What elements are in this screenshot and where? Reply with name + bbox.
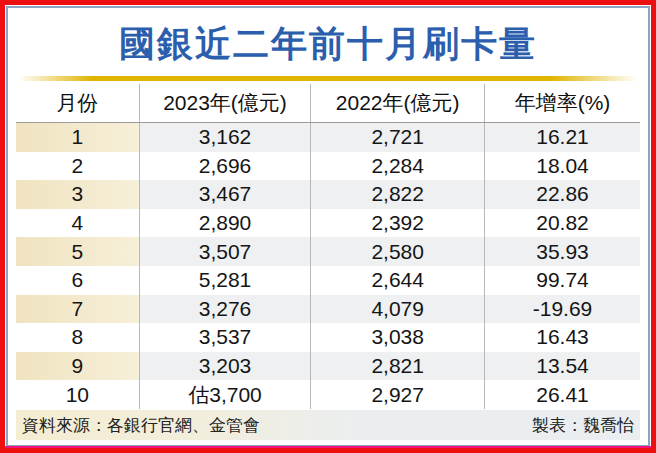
value-2023-cell: 3,203 xyxy=(139,352,311,381)
table-header-row: 月份 2023年(億元) 2022年(億元) 年增率(%) xyxy=(16,84,640,123)
month-cell: 2 xyxy=(16,152,139,181)
column-header-2023: 2023年(億元) xyxy=(139,84,311,122)
yoy-cell: 20.82 xyxy=(484,209,640,238)
infographic-card: 國銀近二年前十月刷卡量 月份 2023年(億元) 2022年(億元) 年增率(%… xyxy=(0,0,656,453)
value-2022-cell: 2,580 xyxy=(310,237,484,266)
month-cell: 10 xyxy=(16,380,139,409)
gold-divider xyxy=(18,76,638,81)
table-row: 6 5,281 2,644 99.74 xyxy=(16,266,640,295)
table-row: 10 估3,700 2,927 26.41 xyxy=(16,380,640,409)
table-row: 2 2,696 2,284 18.04 xyxy=(16,152,640,181)
value-2022-cell: 4,079 xyxy=(310,295,484,324)
value-2022-cell: 2,284 xyxy=(310,152,484,181)
yoy-cell: 99.74 xyxy=(484,266,640,295)
value-2023-cell: 5,281 xyxy=(139,266,311,295)
column-header-yoy: 年增率(%) xyxy=(484,84,640,122)
table-row: 9 3,203 2,821 13.54 xyxy=(16,352,640,381)
value-2022-cell: 3,038 xyxy=(310,323,484,352)
value-2023-cell: 2,890 xyxy=(139,209,311,238)
value-2023-cell: 3,276 xyxy=(139,295,311,324)
table-row: 3 3,467 2,822 22.86 xyxy=(16,180,640,209)
month-cell: 1 xyxy=(16,123,139,152)
value-2023-cell: 3,467 xyxy=(139,180,311,209)
yoy-cell: 22.86 xyxy=(484,180,640,209)
value-2023-cell: 3,507 xyxy=(139,237,311,266)
yoy-cell: 16.43 xyxy=(484,323,640,352)
footer-bar: 資料來源：各銀行官網、金管會 製表：魏喬怡 xyxy=(16,410,640,440)
page-title: 國銀近二年前十月刷卡量 xyxy=(16,18,640,70)
value-2022-cell: 2,721 xyxy=(310,123,484,152)
bottom-edge-line xyxy=(5,446,651,448)
value-2023-cell: 3,537 xyxy=(139,323,311,352)
table-row: 5 3,507 2,580 35.93 xyxy=(16,237,640,266)
table-row: 4 2,890 2,392 20.82 xyxy=(16,209,640,238)
table-row: 7 3,276 4,079 -19.69 xyxy=(16,295,640,324)
value-2023-cell: 估3,700 xyxy=(139,380,311,409)
data-table: 月份 2023年(億元) 2022年(億元) 年增率(%) 1 3,162 2,… xyxy=(16,84,640,409)
value-2022-cell: 2,927 xyxy=(310,380,484,409)
month-cell: 3 xyxy=(16,180,139,209)
column-header-month: 月份 xyxy=(16,84,139,122)
value-2022-cell: 2,392 xyxy=(310,209,484,238)
yoy-cell: 13.54 xyxy=(484,352,640,381)
yoy-cell: 26.41 xyxy=(484,380,640,409)
table-row: 8 3,537 3,038 16.43 xyxy=(16,323,640,352)
month-cell: 9 xyxy=(16,352,139,381)
card-content: 國銀近二年前十月刷卡量 月份 2023年(億元) 2022年(億元) 年增率(%… xyxy=(6,6,650,447)
month-cell: 7 xyxy=(16,295,139,324)
value-2023-cell: 3,162 xyxy=(139,123,311,152)
value-2022-cell: 2,644 xyxy=(310,266,484,295)
credit-note: 製表：魏喬怡 xyxy=(532,414,634,437)
month-cell: 8 xyxy=(16,323,139,352)
value-2022-cell: 2,821 xyxy=(310,352,484,381)
value-2023-cell: 2,696 xyxy=(139,152,311,181)
yoy-cell: 35.93 xyxy=(484,237,640,266)
month-cell: 6 xyxy=(16,266,139,295)
yoy-cell: 16.21 xyxy=(484,123,640,152)
source-note: 資料來源：各銀行官網、金管會 xyxy=(22,414,260,437)
table-body: 1 3,162 2,721 16.21 2 2,696 2,284 18.04 … xyxy=(16,123,640,409)
month-cell: 4 xyxy=(16,209,139,238)
month-cell: 5 xyxy=(16,237,139,266)
table-row: 1 3,162 2,721 16.21 xyxy=(16,123,640,152)
column-header-2022: 2022年(億元) xyxy=(310,84,484,122)
yoy-cell: 18.04 xyxy=(484,152,640,181)
value-2022-cell: 2,822 xyxy=(310,180,484,209)
yoy-cell: -19.69 xyxy=(484,295,640,324)
